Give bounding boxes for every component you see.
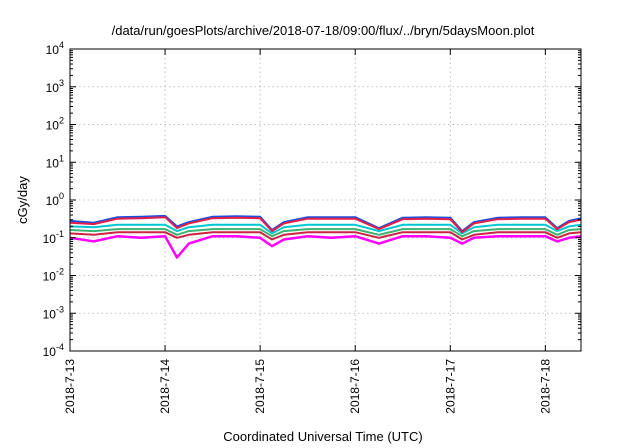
x-tick-label: 2018-7-18 [538, 359, 552, 414]
x-tick-label: 2018-7-17 [443, 359, 457, 414]
y-tick-label: 101 [46, 153, 64, 170]
x-axis: 2018-7-13 2018-7-14 2018-7-15 2018-7-16 2018… [63, 49, 552, 414]
y-tick-label: 102 [46, 116, 64, 133]
x-tick-label: 2018-7-16 [348, 359, 362, 414]
series-layer [69, 214, 582, 259]
series-line-2 [69, 231, 582, 241]
grid [69, 48, 581, 352]
chart-title: /data/run/goesPlots/archive/2018-07-18/0… [112, 23, 535, 38]
series-line-5 [69, 214, 582, 233]
x-tick-label: 2018-7-15 [253, 359, 267, 414]
x-tick-label: 2018-7-13 [63, 359, 77, 414]
y-tick-label: 103 [46, 78, 64, 95]
x-axis-label: Coordinated Universal Time (UTC) [223, 429, 422, 444]
y-axis: 10-4 10-3 10-2 10-1 100 101 102 103 104 [43, 40, 581, 359]
series-line-1 [69, 234, 582, 259]
y-tick-label: 10-1 [43, 229, 64, 246]
y-tick-label: 10-2 [43, 267, 64, 284]
y-axis-label: cGy/day [15, 176, 30, 224]
series-line-6 [69, 216, 582, 234]
y-tick-label: 10-4 [43, 342, 64, 359]
y-tick-label: 100 [46, 191, 64, 208]
y-tick-label: 104 [46, 40, 64, 57]
series-line-4 [69, 223, 582, 235]
y-tick-label: 10-3 [43, 304, 64, 321]
series-line-3 [69, 228, 582, 238]
x-tick-label: 2018-7-14 [158, 359, 172, 414]
